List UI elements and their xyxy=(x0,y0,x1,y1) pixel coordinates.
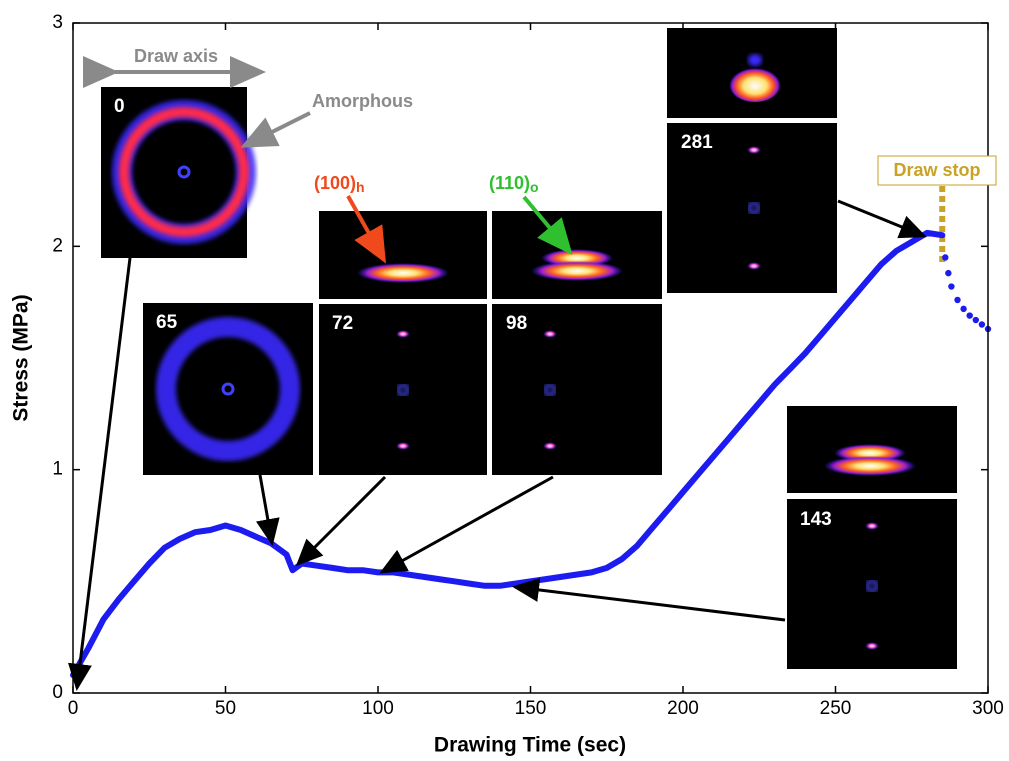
x-tick-label: 300 xyxy=(972,698,1004,719)
y-tick-label: 0 xyxy=(52,682,63,703)
beam-stop xyxy=(865,579,879,593)
blob-reflection xyxy=(729,66,781,102)
data-point xyxy=(948,283,955,290)
meridional-spot xyxy=(747,146,761,154)
draw-stop-box xyxy=(877,155,997,186)
pattern-background xyxy=(492,304,662,475)
y-tick-label: 2 xyxy=(52,235,63,256)
meridional-spot xyxy=(396,330,410,338)
peak-110-arrow xyxy=(522,195,573,256)
beam-stop xyxy=(747,201,761,215)
inset-arrow xyxy=(512,578,786,622)
y-tick-label: 1 xyxy=(52,459,63,480)
data-point xyxy=(954,296,961,304)
peak-100-index: (100) xyxy=(314,173,356,193)
meridional-spot xyxy=(865,522,879,530)
plot-data xyxy=(70,186,992,679)
data-point xyxy=(942,254,949,261)
inset-arrow xyxy=(256,474,280,546)
inset-label: 98 xyxy=(506,313,527,334)
inset-label: 72 xyxy=(332,313,353,334)
x-tick-label: 0 xyxy=(68,698,79,719)
meridional-spot xyxy=(543,442,557,450)
meridional-spot xyxy=(543,330,557,338)
peak-100-label: (100)h xyxy=(314,173,365,195)
draw-stop-label: Draw stop xyxy=(893,160,980,180)
inset-arrow xyxy=(379,475,554,574)
data-point xyxy=(972,316,979,324)
inset-label: 65 xyxy=(156,312,178,333)
peak-100-arrow xyxy=(346,195,386,264)
inset-label: 143 xyxy=(800,509,832,530)
peak-110-label: (110)o xyxy=(489,173,539,195)
peak-100-subscript: h xyxy=(356,179,365,195)
beam-stop xyxy=(543,383,557,397)
equatorial-reflection xyxy=(824,456,916,476)
x-tick-label: 50 xyxy=(215,698,236,719)
equatorial-reflection xyxy=(531,261,623,281)
data-point xyxy=(966,312,973,319)
meridional-spot xyxy=(865,642,879,650)
y-tick-label: 3 xyxy=(52,12,63,33)
data-point xyxy=(945,269,952,277)
peak-110-subscript: o xyxy=(530,179,539,195)
inset-arrow xyxy=(837,199,927,239)
peak-110-index: (110) xyxy=(489,173,530,193)
amorphous-label: Amorphous xyxy=(312,91,413,111)
x-tick-label: 200 xyxy=(667,698,699,719)
x-tick-label: 250 xyxy=(820,698,852,719)
amorphous-arrow xyxy=(240,111,311,148)
inset-label: 281 xyxy=(681,132,713,153)
draw-axis-label: Draw axis xyxy=(134,46,218,66)
beam-stop xyxy=(396,383,410,397)
y-axis-title: Stress (MPa) xyxy=(10,294,33,421)
inset-arrow xyxy=(68,257,132,691)
meridional-spot xyxy=(747,262,761,270)
data-point xyxy=(960,305,967,313)
equatorial-reflection xyxy=(357,263,449,283)
x-axis-title: Drawing Time (sec) xyxy=(434,734,626,757)
insets: 0 65 72 98 143 281 xyxy=(68,28,957,691)
inset-label: 0 xyxy=(114,96,125,117)
stress-curve xyxy=(70,229,946,679)
pattern-background xyxy=(319,211,487,299)
diffraction-ring xyxy=(156,317,300,461)
data-point xyxy=(978,321,986,328)
diffraction-ring xyxy=(119,107,249,237)
meridional-spot xyxy=(396,442,410,450)
blob-reflection xyxy=(748,54,762,66)
x-tick-label: 150 xyxy=(515,698,547,719)
x-tick-label: 100 xyxy=(362,698,394,719)
beam-stop xyxy=(221,382,235,396)
inset-arrow xyxy=(295,475,387,567)
beam-stop xyxy=(177,165,191,179)
